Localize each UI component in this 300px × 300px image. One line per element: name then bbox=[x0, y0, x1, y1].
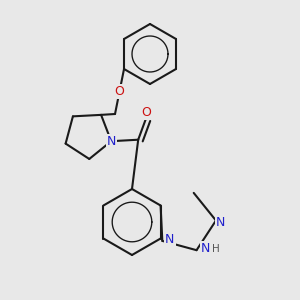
Text: H: H bbox=[212, 244, 219, 254]
Text: O: O bbox=[115, 85, 124, 98]
Text: N: N bbox=[165, 233, 175, 246]
Text: N: N bbox=[106, 135, 116, 148]
Text: N: N bbox=[216, 215, 225, 229]
Text: N: N bbox=[201, 242, 210, 255]
Text: O: O bbox=[141, 106, 151, 119]
